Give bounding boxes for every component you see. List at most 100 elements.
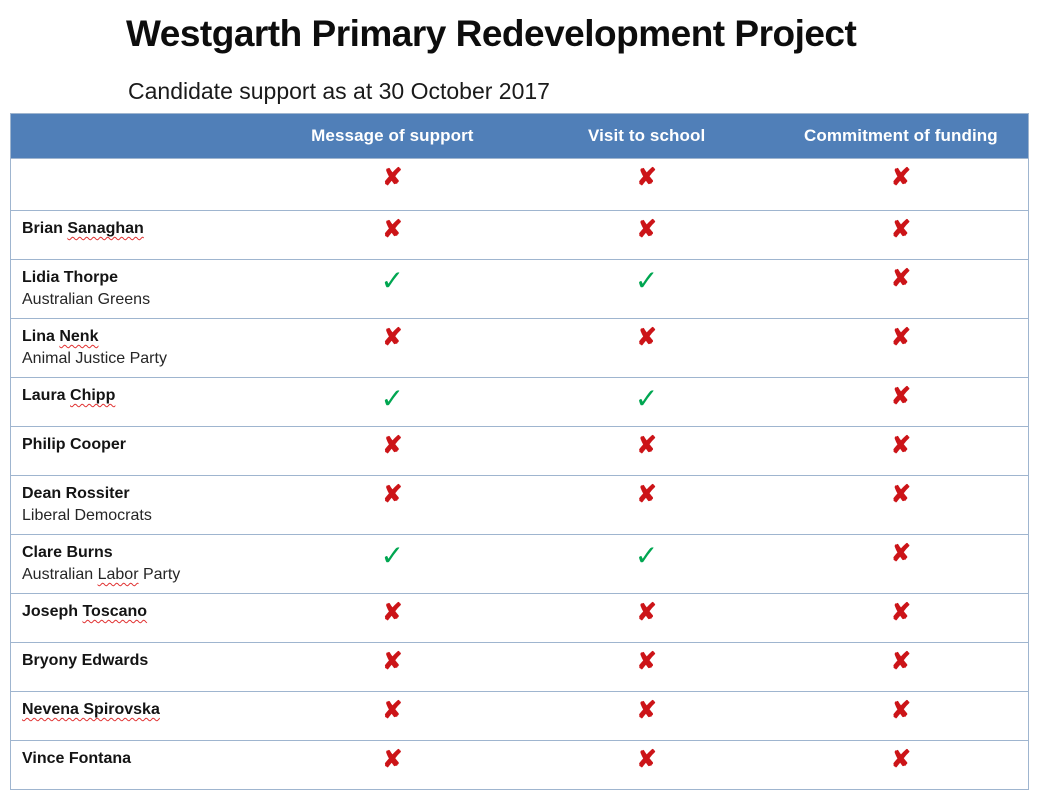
slide-title: Westgarth Primary Redevelopment Project (126, 13, 857, 54)
check-icon: ✓ (634, 540, 659, 571)
cross-icon: ✘ (636, 164, 657, 191)
table-row: Joseph Toscano ✘ ✘ ✘ (11, 593, 1028, 642)
cross-icon: ✘ (636, 599, 657, 626)
candidate-name: Brian Sanaghan (22, 220, 144, 237)
support-mark-cell: ✘ (774, 594, 1028, 642)
support-mark-cell: ✓ (265, 535, 519, 593)
candidate-name: Vince Fontana (22, 750, 132, 767)
support-mark-cell: ✘ (774, 378, 1028, 426)
support-mark-cell: ✓ (265, 378, 519, 426)
cross-icon: ✘ (382, 697, 403, 724)
cross-icon: ✘ (890, 648, 911, 675)
check-icon: ✓ (380, 540, 405, 571)
cross-icon: ✘ (890, 599, 911, 626)
misspelled-word: Nevena Spirovska (22, 701, 160, 718)
support-mark-cell: ✘ (520, 643, 774, 691)
support-mark-cell: ✘ (774, 427, 1028, 475)
cross-icon: ✘ (636, 481, 657, 508)
table-row: Vince Fontana ✘ ✘ ✘ (11, 740, 1028, 789)
candidate-name: Nevena Spirovska (22, 699, 255, 721)
cross-icon: ✘ (890, 481, 911, 508)
candidate-name-cell: Dean Rossiter Liberal Democrats (11, 476, 265, 534)
cross-icon: ✘ (636, 324, 657, 351)
cross-icon: ✘ (382, 324, 403, 351)
table-row: Clare Burns Australian Labor Party ✓ ✓ ✘ (11, 534, 1028, 593)
support-mark-cell: ✘ (265, 594, 519, 642)
cross-icon: ✘ (382, 216, 403, 243)
candidate-name-cell: Clare Burns Australian Labor Party (11, 535, 265, 593)
cross-icon: ✘ (636, 216, 657, 243)
candidate-name-cell: Laura Chipp (11, 378, 265, 426)
support-mark-cell: ✘ (774, 159, 1028, 210)
support-mark-cell: ✓ (520, 535, 774, 593)
candidate-support-table: Message of support Visit to school Commi… (10, 113, 1029, 790)
table-row: ✘ ✘ ✘ (11, 158, 1028, 210)
candidate-name: Joseph Toscano (22, 603, 148, 620)
support-mark-cell: ✘ (520, 476, 774, 534)
misspelled-word: Chipp (70, 387, 116, 404)
cross-icon: ✘ (890, 697, 911, 724)
table-row: Laura Chipp ✓ ✓ ✘ (11, 377, 1028, 426)
cross-icon: ✘ (890, 324, 911, 351)
support-mark-cell: ✘ (520, 211, 774, 259)
candidate-name: Lidia Thorpe (22, 269, 118, 286)
support-mark-cell: ✘ (774, 476, 1028, 534)
candidate-name-cell: Brian Sanaghan (11, 211, 265, 259)
support-mark-cell: ✘ (774, 319, 1028, 377)
cross-icon: ✘ (890, 216, 911, 243)
support-mark-cell: ✘ (265, 692, 519, 740)
cross-icon: ✘ (636, 432, 657, 459)
cross-icon: ✘ (890, 265, 911, 292)
table-row: Dean Rossiter Liberal Democrats ✘ ✘ ✘ (11, 475, 1028, 534)
support-mark-cell: ✘ (265, 427, 519, 475)
cross-icon: ✘ (890, 540, 911, 567)
cross-icon: ✘ (382, 599, 403, 626)
support-mark-cell: ✘ (520, 159, 774, 210)
candidate-name-cell: Lidia Thorpe Australian Greens (11, 260, 265, 318)
table-row: Brian Sanaghan ✘ ✘ ✘ (11, 210, 1028, 259)
candidate-party: Liberal Democrats (22, 507, 152, 524)
candidate-name-cell: Vince Fontana (11, 741, 265, 789)
support-mark-cell: ✘ (520, 427, 774, 475)
support-mark-cell: ✘ (520, 319, 774, 377)
candidate-name: Clare Burns (22, 544, 113, 561)
check-icon: ✓ (634, 265, 659, 296)
support-mark-cell: ✘ (774, 260, 1028, 318)
table-row: Nevena Spirovska ✘ ✘ ✘ (11, 691, 1028, 740)
candidate-name-cell (11, 159, 265, 210)
candidate-party: Animal Justice Party (22, 350, 167, 367)
support-mark-cell: ✘ (520, 594, 774, 642)
candidate-name: Laura Chipp (22, 387, 116, 404)
table-header-row: Message of support Visit to school Commi… (11, 114, 1028, 158)
misspelled-word: Nenk (59, 328, 99, 345)
candidate-name-cell: Lina Nenk Animal Justice Party (11, 319, 265, 377)
candidate-name: Bryony Edwards (22, 652, 149, 669)
support-mark-cell: ✘ (265, 643, 519, 691)
support-mark-cell: ✘ (265, 741, 519, 789)
support-mark-cell: ✘ (774, 692, 1028, 740)
candidate-name: Philip Cooper (22, 436, 126, 453)
support-mark-cell: ✘ (265, 159, 519, 210)
misspelled-word: Toscano (82, 603, 148, 620)
check-icon: ✓ (380, 265, 405, 296)
slide-subtitle: Candidate support as at 30 October 2017 (128, 78, 550, 104)
support-mark-cell: ✓ (265, 260, 519, 318)
cross-icon: ✘ (382, 432, 403, 459)
candidate-name-cell: Philip Cooper (11, 427, 265, 475)
cross-icon: ✘ (890, 746, 911, 773)
misspelled-word: Labor (97, 566, 139, 583)
support-mark-cell: ✘ (265, 476, 519, 534)
cross-icon: ✘ (890, 432, 911, 459)
cross-icon: ✘ (382, 481, 403, 508)
table-row: Lidia Thorpe Australian Greens ✓ ✓ ✘ (11, 259, 1028, 318)
cross-icon: ✘ (636, 648, 657, 675)
candidate-name-cell: Bryony Edwards (11, 643, 265, 691)
misspelled-word: Sanaghan (67, 220, 144, 237)
support-mark-cell: ✘ (265, 319, 519, 377)
support-mark-cell: ✘ (520, 692, 774, 740)
candidate-name: Lina Nenk (22, 328, 99, 345)
cross-icon: ✘ (382, 648, 403, 675)
candidate-name: Dean Rossiter (22, 485, 130, 502)
check-icon: ✓ (634, 383, 659, 414)
